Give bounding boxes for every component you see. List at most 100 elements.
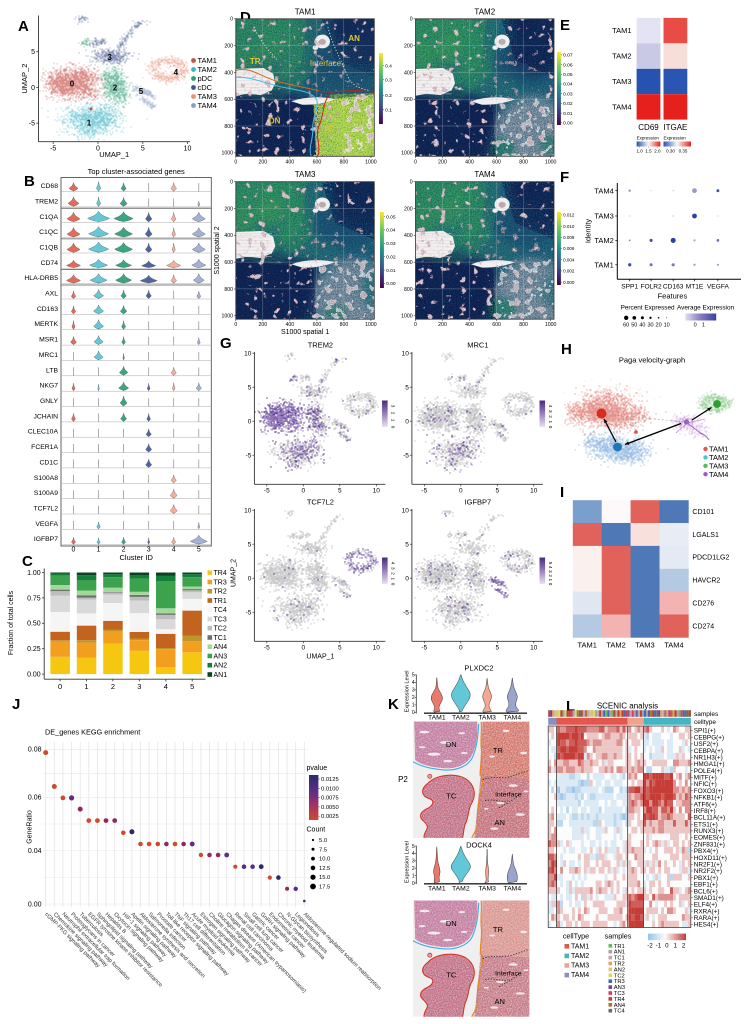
svg-text:TAM3: TAM3 [709, 461, 728, 470]
svg-text:0: 0 [70, 79, 75, 88]
svg-text:20: 20 [656, 323, 662, 329]
svg-text:3: 3 [137, 682, 141, 691]
svg-text:FOXO3(+): FOXO3(+) [694, 788, 724, 795]
svg-text:3: 3 [412, 859, 415, 865]
svg-text:TAM1: TAM1 [295, 7, 316, 16]
svg-text:0.1: 0.1 [385, 108, 392, 114]
svg-text:TAM3: TAM3 [571, 963, 589, 970]
svg-text:NFIC(+): NFIC(+) [694, 781, 717, 788]
svg-text:TR: TR [250, 57, 261, 66]
svg-text:200: 200 [258, 159, 267, 165]
svg-text:200: 200 [438, 322, 447, 328]
svg-text:0.02: 0.02 [386, 254, 396, 260]
svg-text:1: 1 [390, 577, 395, 580]
svg-text:1: 1 [412, 873, 415, 879]
svg-text:C: C [22, 553, 33, 570]
svg-text:0.0025: 0.0025 [321, 814, 339, 820]
svg-text:1.00: 1.00 [27, 570, 41, 577]
svg-text:FCER1A: FCER1A [31, 444, 58, 451]
svg-text:0.06: 0.06 [563, 62, 573, 68]
svg-text:5: 5 [197, 547, 201, 554]
svg-text:3: 3 [147, 547, 151, 554]
svg-text:HOXD11(+): HOXD11(+) [694, 855, 727, 862]
svg-text:AN4: AN4 [614, 1003, 626, 1009]
svg-text:400: 400 [404, 70, 413, 76]
svg-text:-5: -5 [421, 487, 427, 494]
svg-text:ITGAE: ITGAE [663, 123, 687, 132]
svg-text:TAM4: TAM4 [571, 972, 589, 979]
svg-text:TC2: TC2 [614, 973, 625, 979]
svg-text:E: E [560, 17, 570, 34]
svg-text:TAM2: TAM2 [612, 52, 631, 61]
svg-text:TAM1: TAM1 [612, 26, 631, 35]
svg-text:0.30: 0.30 [666, 149, 675, 154]
svg-text:SMAD1(+): SMAD1(+) [694, 895, 724, 902]
svg-text:0.04: 0.04 [563, 82, 573, 88]
svg-text:3: 3 [548, 570, 553, 573]
svg-text:800: 800 [519, 322, 528, 328]
svg-text:TAM3: TAM3 [478, 886, 496, 893]
svg-text:Top cluster-associated genes: Top cluster-associated genes [88, 167, 185, 176]
svg-text:DN: DN [446, 740, 457, 749]
svg-text:0: 0 [31, 85, 35, 92]
svg-text:CD69: CD69 [638, 123, 659, 132]
svg-text:TR4: TR4 [214, 570, 227, 577]
svg-text:TAM2: TAM2 [198, 65, 217, 74]
svg-text:1000: 1000 [545, 159, 557, 165]
svg-text:1000: 1000 [365, 322, 377, 328]
svg-text:K: K [388, 696, 399, 713]
svg-text:0.002: 0.002 [563, 269, 575, 274]
svg-text:0.00: 0.00 [27, 672, 41, 679]
svg-text:5: 5 [495, 487, 499, 494]
svg-text:TAM2: TAM2 [571, 953, 589, 960]
svg-text:AN1: AN1 [614, 950, 625, 956]
svg-text:60: 60 [623, 323, 629, 329]
svg-text:2: 2 [548, 415, 553, 418]
svg-text:PLXDC2: PLXDC2 [464, 664, 493, 673]
svg-text:0: 0 [694, 323, 697, 329]
svg-text:800: 800 [404, 124, 413, 130]
svg-text:0.00: 0.00 [28, 901, 42, 908]
svg-text:0: 0 [414, 159, 417, 165]
svg-text:TC1: TC1 [214, 635, 227, 642]
svg-text:-1: -1 [656, 943, 662, 950]
svg-text:TAM4: TAM4 [709, 470, 728, 479]
svg-text:G: G [220, 335, 232, 352]
svg-text:0: 0 [234, 322, 237, 328]
svg-text:TAM3: TAM3 [594, 212, 613, 221]
svg-text:Paga velocity-graph: Paga velocity-graph [619, 356, 685, 365]
svg-text:AN: AN [494, 997, 504, 1006]
svg-text:800: 800 [340, 159, 349, 165]
svg-text:AN3: AN3 [214, 654, 228, 661]
svg-text:samples: samples [605, 932, 632, 941]
svg-text:HES4(+): HES4(+) [694, 922, 719, 929]
svg-text:Expression Level: Expression Level [405, 841, 411, 883]
svg-text:4: 4 [548, 566, 553, 569]
svg-text:IRF8(+): IRF8(+) [694, 808, 716, 815]
svg-text:0.35: 0.35 [679, 149, 688, 154]
svg-text:RXRA(+): RXRA(+) [694, 908, 720, 915]
svg-text:TAM2: TAM2 [606, 640, 625, 649]
svg-text:200: 200 [438, 159, 447, 165]
svg-text:USF2(+): USF2(+) [694, 741, 718, 748]
svg-text:MRC1: MRC1 [467, 341, 488, 350]
svg-text:TAM1: TAM1 [709, 445, 728, 454]
svg-text:SCENIC analysis: SCENIC analysis [597, 702, 658, 711]
svg-text:1: 1 [97, 547, 101, 554]
svg-text:10: 10 [373, 487, 381, 494]
svg-text:TAM1: TAM1 [198, 56, 217, 65]
svg-text:AN: AN [494, 818, 504, 827]
svg-text:4: 4 [172, 547, 176, 554]
svg-text:0: 0 [405, 418, 409, 425]
svg-text:0.01: 0.01 [563, 111, 573, 117]
svg-text:DN: DN [269, 116, 281, 125]
svg-text:AXL: AXL [45, 291, 58, 298]
svg-text:600: 600 [224, 260, 233, 266]
svg-text:NR1H3(+): NR1H3(+) [694, 755, 723, 762]
svg-text:AN: AN [348, 34, 360, 43]
svg-text:MT1E: MT1E [686, 284, 704, 291]
svg-text:1: 1 [84, 682, 88, 691]
svg-text:-5: -5 [403, 609, 409, 616]
svg-text:SPP1: SPP1 [621, 284, 638, 291]
svg-text:10: 10 [664, 323, 670, 329]
